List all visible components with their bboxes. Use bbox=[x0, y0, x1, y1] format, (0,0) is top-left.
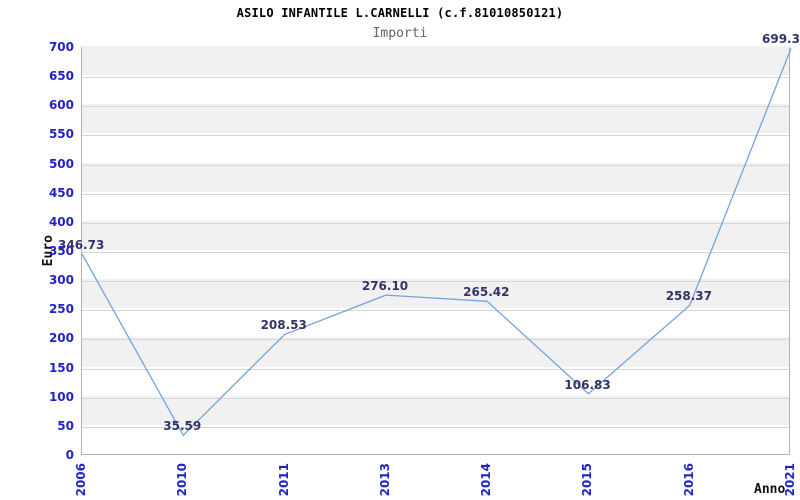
background-band bbox=[82, 191, 789, 221]
gridline bbox=[82, 193, 789, 195]
data-point-label: 258.37 bbox=[665, 289, 713, 304]
gridline bbox=[82, 222, 789, 224]
gridline bbox=[82, 368, 789, 370]
data-point-label: 208.53 bbox=[260, 318, 307, 333]
data-point-label: 265.42 bbox=[463, 285, 510, 300]
y-tick-label: 350 bbox=[48, 244, 74, 258]
gridline bbox=[82, 135, 789, 137]
background-band bbox=[82, 250, 789, 280]
y-tick-label: 650 bbox=[48, 69, 74, 84]
data-point-label: 276.10 bbox=[361, 279, 409, 294]
data-point-label: 699.3 bbox=[762, 32, 800, 47]
chart-subtitle: Importi bbox=[372, 26, 428, 41]
x-tick-label: 2011 bbox=[276, 463, 291, 497]
x-tick-label: 2021 bbox=[783, 463, 797, 497]
y-tick-label: 400 bbox=[48, 214, 74, 229]
y-tick-label: 0 bbox=[65, 448, 74, 462]
background-band bbox=[82, 46, 789, 76]
x-tick-label: 2015 bbox=[580, 463, 595, 497]
gridline bbox=[82, 281, 789, 283]
background-band bbox=[82, 220, 789, 250]
background-band bbox=[82, 133, 789, 163]
series-line bbox=[81, 48, 792, 437]
y-tick-label: 700 bbox=[48, 40, 74, 54]
gridline bbox=[82, 252, 789, 253]
background-band bbox=[82, 337, 789, 367]
data-point-label: 35.59 bbox=[163, 419, 202, 434]
y-tick-label: 250 bbox=[48, 302, 74, 317]
gridline bbox=[82, 310, 789, 312]
background-band bbox=[82, 162, 789, 192]
gridline bbox=[82, 339, 789, 341]
gridline bbox=[82, 426, 789, 428]
y-tick-label: 550 bbox=[48, 127, 74, 142]
y-tick-label: 100 bbox=[48, 389, 74, 404]
gridline bbox=[82, 77, 789, 79]
background-band bbox=[82, 279, 789, 309]
y-tick-label: 150 bbox=[48, 360, 74, 375]
background-band bbox=[82, 104, 789, 134]
x-tick-label: 2016 bbox=[681, 463, 696, 497]
x-tick-label: 2006 bbox=[74, 463, 88, 497]
y-tick-label: 200 bbox=[48, 331, 74, 346]
plot-area bbox=[81, 46, 792, 455]
data-point-label: 346.73 bbox=[58, 237, 105, 252]
x-tick-label: 2013 bbox=[377, 463, 392, 497]
gridline bbox=[82, 397, 789, 399]
y-tick-label: 300 bbox=[48, 273, 74, 288]
background-band bbox=[82, 424, 789, 454]
y-tick-label: 450 bbox=[48, 185, 74, 200]
gridline bbox=[82, 106, 789, 108]
y-tick-label: 600 bbox=[48, 98, 74, 113]
data-point-label: 106.83 bbox=[564, 377, 611, 392]
background-band bbox=[82, 75, 789, 105]
background-band bbox=[82, 366, 789, 396]
chart-title: ASILO INFANTILE L.CARNELLI (c.f.81010850… bbox=[236, 6, 564, 20]
y-tick-label: 500 bbox=[48, 156, 74, 171]
gridline bbox=[82, 164, 789, 166]
background-band bbox=[82, 308, 789, 338]
y-tick-label: 50 bbox=[57, 418, 74, 433]
background-band bbox=[82, 395, 789, 425]
series-line-svg bbox=[81, 48, 792, 437]
x-axis-title: Anno bbox=[754, 482, 786, 497]
x-tick-label: 2010 bbox=[175, 463, 190, 497]
x-tick-label: 2014 bbox=[479, 463, 494, 497]
